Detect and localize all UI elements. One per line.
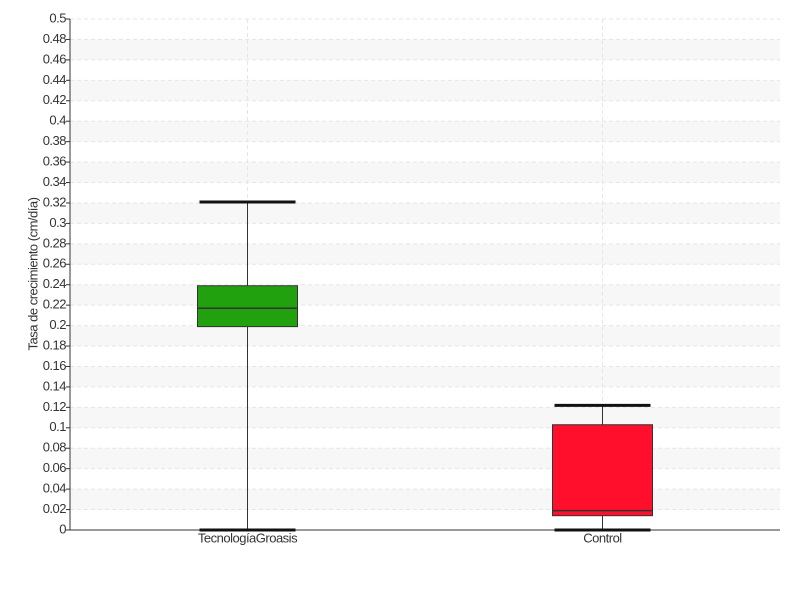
y-tick-label: 0.46	[43, 51, 67, 66]
y-tick-label: 0.2	[49, 317, 66, 332]
grid-band	[70, 202, 780, 224]
y-tick-label: 0.14	[43, 378, 67, 393]
y-tick-label: 0.38	[43, 133, 67, 148]
y-tick-label: 0.34	[43, 174, 67, 189]
grid-band	[70, 407, 780, 428]
y-tick-label: 0	[59, 521, 66, 536]
y-tick-label: 0.04	[43, 481, 67, 496]
y-tick-label: 0.26	[43, 256, 67, 271]
y-tick-label: 0.32	[43, 194, 67, 209]
y-axis-label: Tasa de crecimiento (cm/día)	[25, 197, 40, 350]
y-tick-label: 0.24	[43, 276, 67, 291]
y-tick-label: 0.06	[43, 460, 67, 475]
y-tick-label: 0.18	[43, 337, 67, 352]
y-tick-label: 0.22	[43, 297, 67, 312]
y-tick-label: 0.12	[43, 399, 67, 414]
y-tick-label: 0.1	[49, 419, 66, 434]
y-tick-label: 0.42	[43, 92, 67, 107]
grid-band	[70, 162, 780, 183]
grid-band	[70, 80, 780, 101]
x-tick-label: Control	[583, 530, 622, 545]
grid-band	[70, 325, 780, 347]
y-tick-label: 0.28	[43, 235, 67, 250]
grid-band	[70, 243, 780, 265]
y-tick-label: 0.02	[43, 501, 67, 516]
y-tick-label: 0.5	[49, 10, 66, 25]
y-tick-label: 0.08	[43, 440, 67, 455]
box	[552, 424, 653, 517]
grid-band	[70, 448, 780, 469]
x-tick-label: TecnologíaGroasis	[198, 530, 298, 545]
grid-band	[70, 121, 780, 142]
box	[197, 285, 298, 328]
grid-band	[70, 39, 780, 60]
y-tick-label: 0.4	[49, 113, 66, 128]
y-tick-label: 0.3	[49, 215, 66, 230]
y-tick-label: 0.48	[43, 31, 67, 46]
y-tick-label: 0.36	[43, 154, 67, 169]
grid-band	[70, 489, 780, 510]
y-tick-label: 0.44	[43, 72, 67, 87]
grid-band	[70, 284, 780, 306]
grid-band	[70, 366, 780, 387]
y-tick-label: 0.16	[43, 358, 67, 373]
